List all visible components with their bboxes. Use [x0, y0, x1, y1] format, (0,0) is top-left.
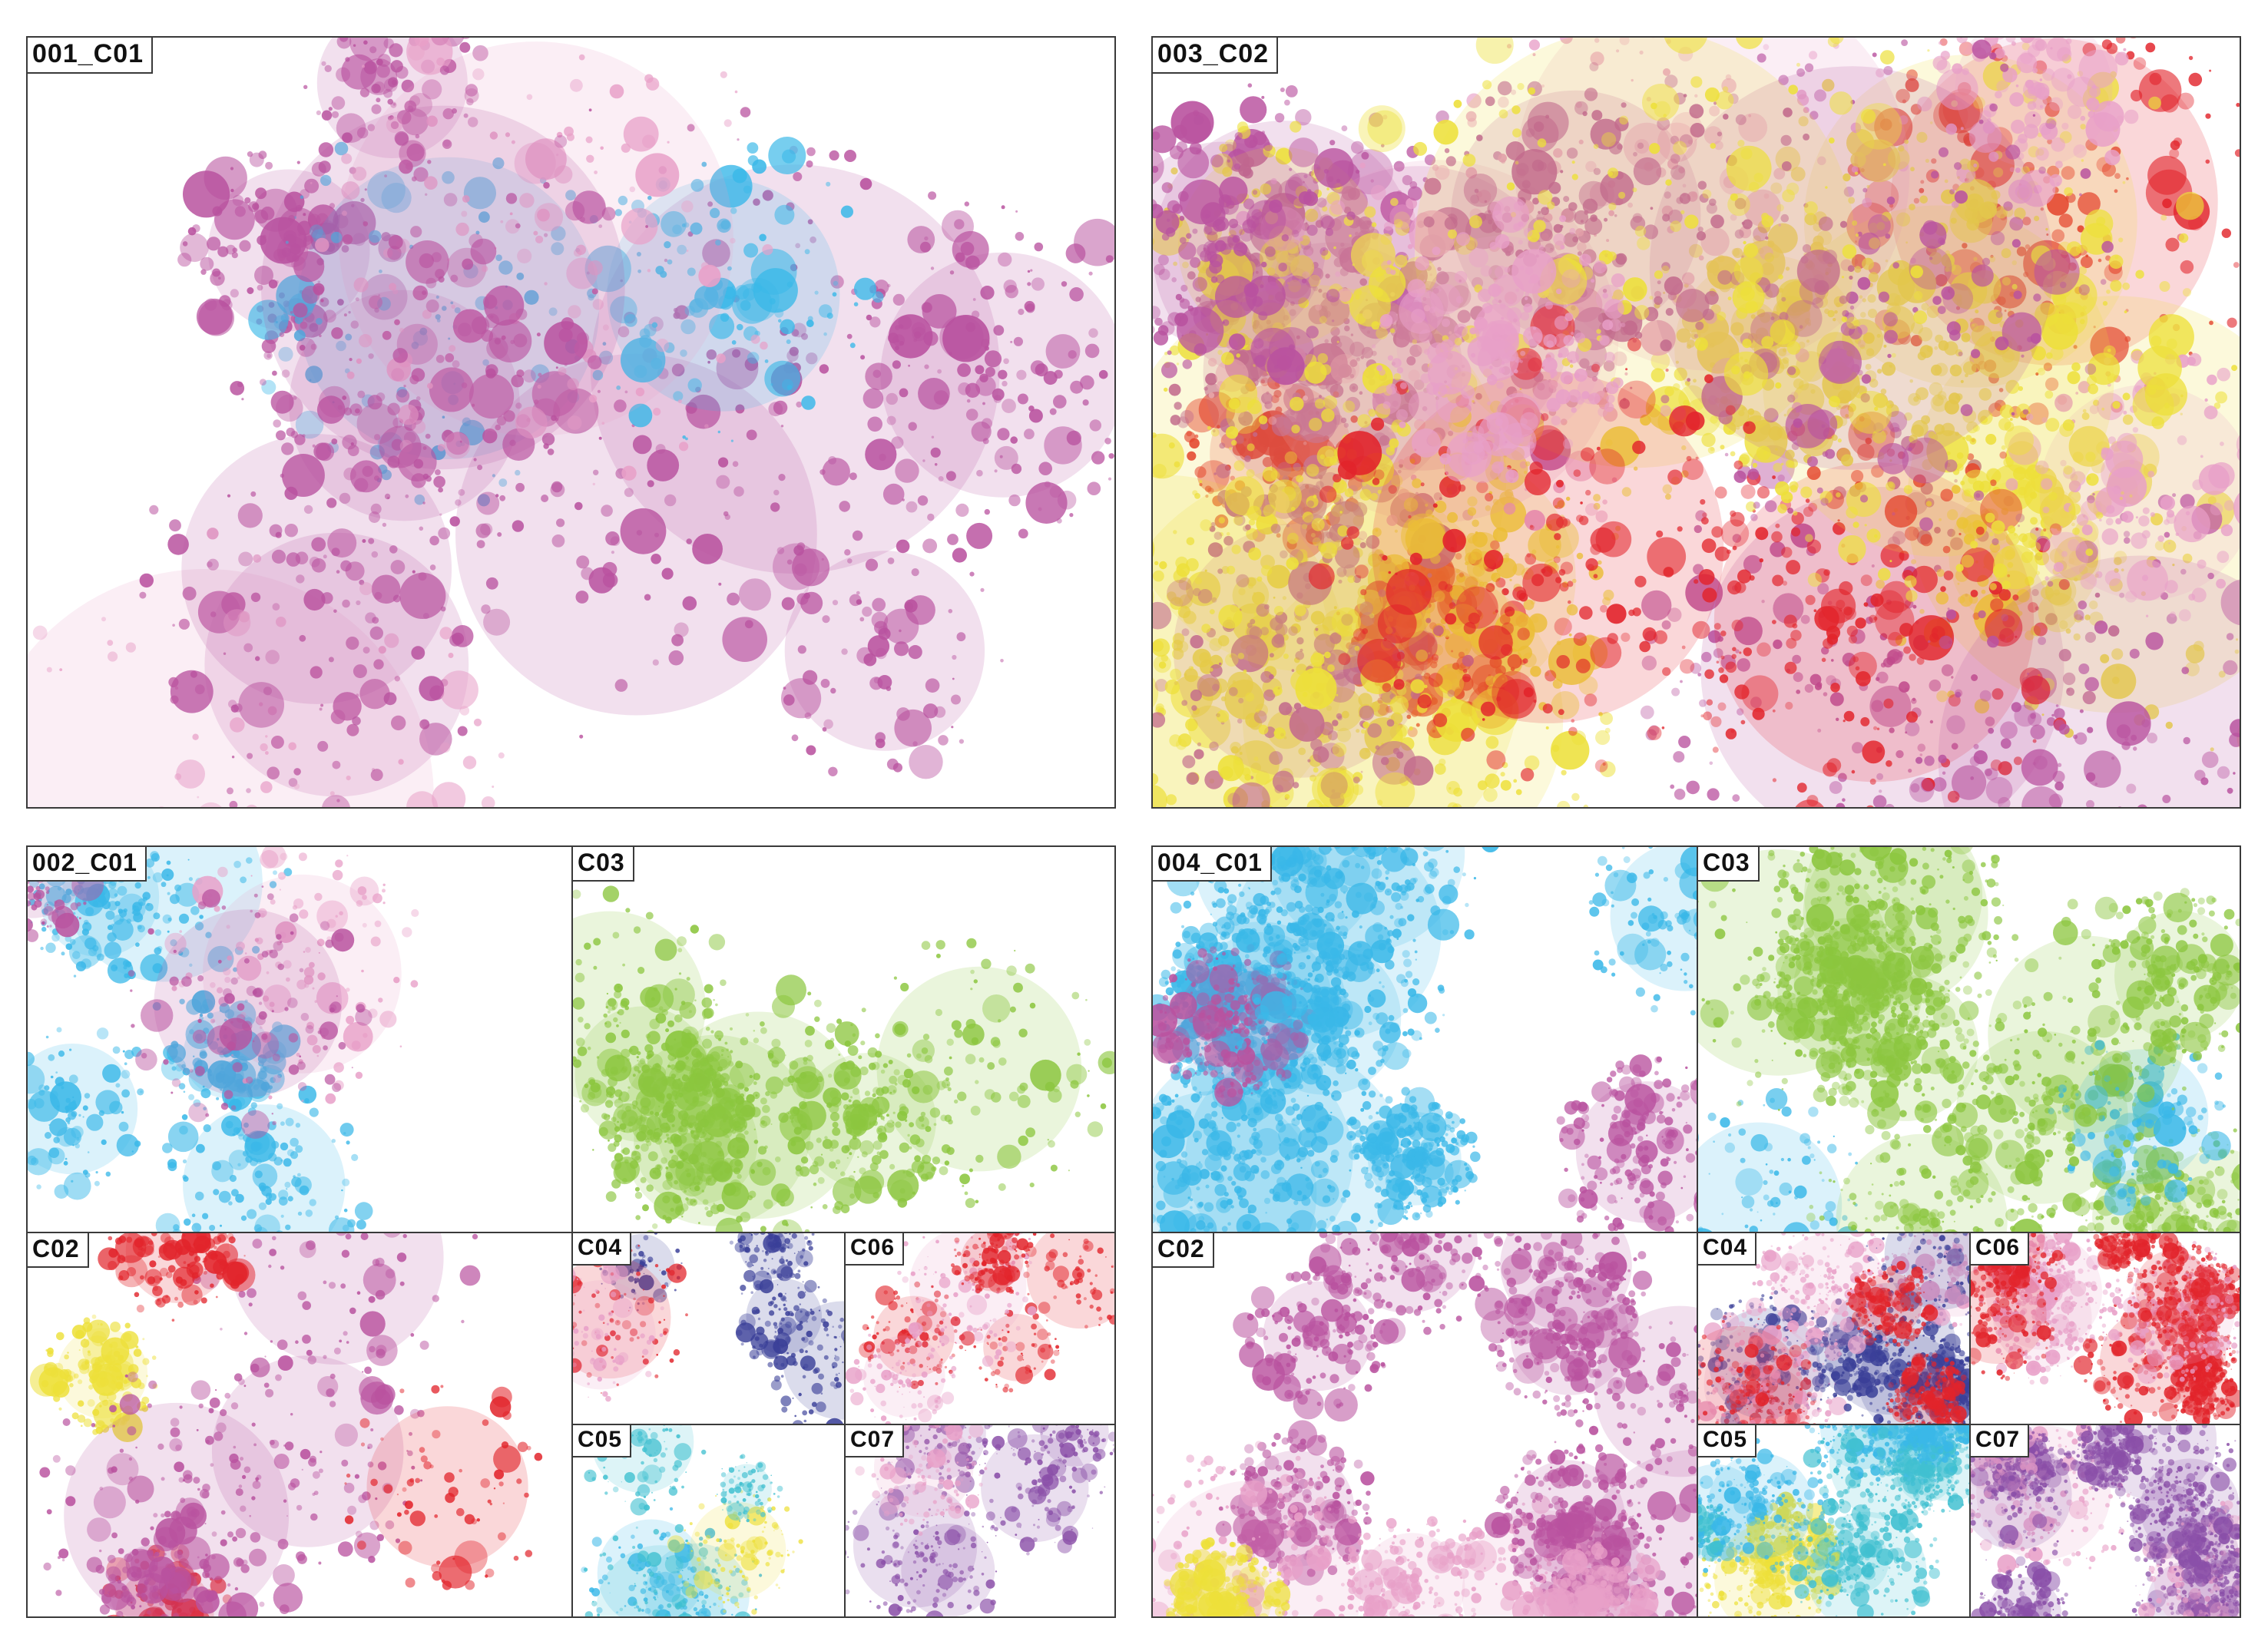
texture-tile-002-c05: C05 — [573, 1425, 846, 1616]
tile-label: C05 — [1698, 1425, 1756, 1457]
splatter-texture — [28, 847, 571, 1232]
texture-tile-002-c03: C03 — [573, 847, 1114, 1233]
splatter-texture — [573, 847, 1114, 1232]
splatter-texture — [1153, 1233, 1697, 1616]
splatter-texture — [1153, 38, 2240, 807]
texture-tile-002-c02: C02 — [28, 1233, 573, 1616]
panel-004: 004_C01 C03 C02 C04 C06 C05 C07 — [1151, 845, 2241, 1618]
splatter-texture — [1153, 847, 1697, 1232]
texture-tile-004-c02: C02 — [1153, 1233, 1698, 1616]
tile-label: C03 — [1698, 847, 1760, 882]
panel-002: 002_C01 C03 C02 C04 C06 C05 C07 — [26, 845, 1116, 1618]
tile-label: C06 — [1971, 1233, 2029, 1266]
texture-tile-004-c07: C07 — [1971, 1425, 2240, 1616]
tile-label: C04 — [1698, 1233, 1756, 1266]
tile-label: 003_C02 — [1153, 38, 1278, 74]
texture-tile-002-c04: C04 — [573, 1233, 846, 1425]
tile-label: 001_C01 — [28, 38, 153, 74]
tile-label: C03 — [573, 847, 634, 882]
tile-label: C07 — [846, 1425, 904, 1457]
texture-tile-003-c02: 003_C02 — [1151, 36, 2241, 809]
tile-label: C07 — [1971, 1425, 2029, 1457]
texture-tile-004-c04: C04 — [1698, 1233, 1971, 1425]
texture-tile-001-c01: 001_C01 — [26, 36, 1116, 809]
splatter-texture — [1698, 847, 2240, 1232]
tile-label: C02 — [1153, 1233, 1214, 1268]
texture-tile-002-c06: C06 — [846, 1233, 1114, 1425]
texture-tile-004-c06: C06 — [1971, 1233, 2240, 1425]
tile-label: C05 — [573, 1425, 631, 1457]
tile-label: 004_C01 — [1153, 847, 1272, 882]
texture-tile-002-c07: C07 — [846, 1425, 1114, 1616]
tile-label: C04 — [573, 1233, 631, 1266]
texture-tile-002-c01: 002_C01 — [28, 847, 573, 1233]
tile-label: C02 — [28, 1233, 89, 1268]
splatter-texture — [28, 38, 1114, 807]
splatter-texture — [28, 1233, 571, 1616]
tile-label: 002_C01 — [28, 847, 147, 882]
texture-tile-004-c05: C05 — [1698, 1425, 1971, 1616]
texture-tile-004-c01: 004_C01 — [1153, 847, 1698, 1233]
texture-tile-004-c03: C03 — [1698, 847, 2240, 1233]
tile-label: C06 — [846, 1233, 904, 1266]
